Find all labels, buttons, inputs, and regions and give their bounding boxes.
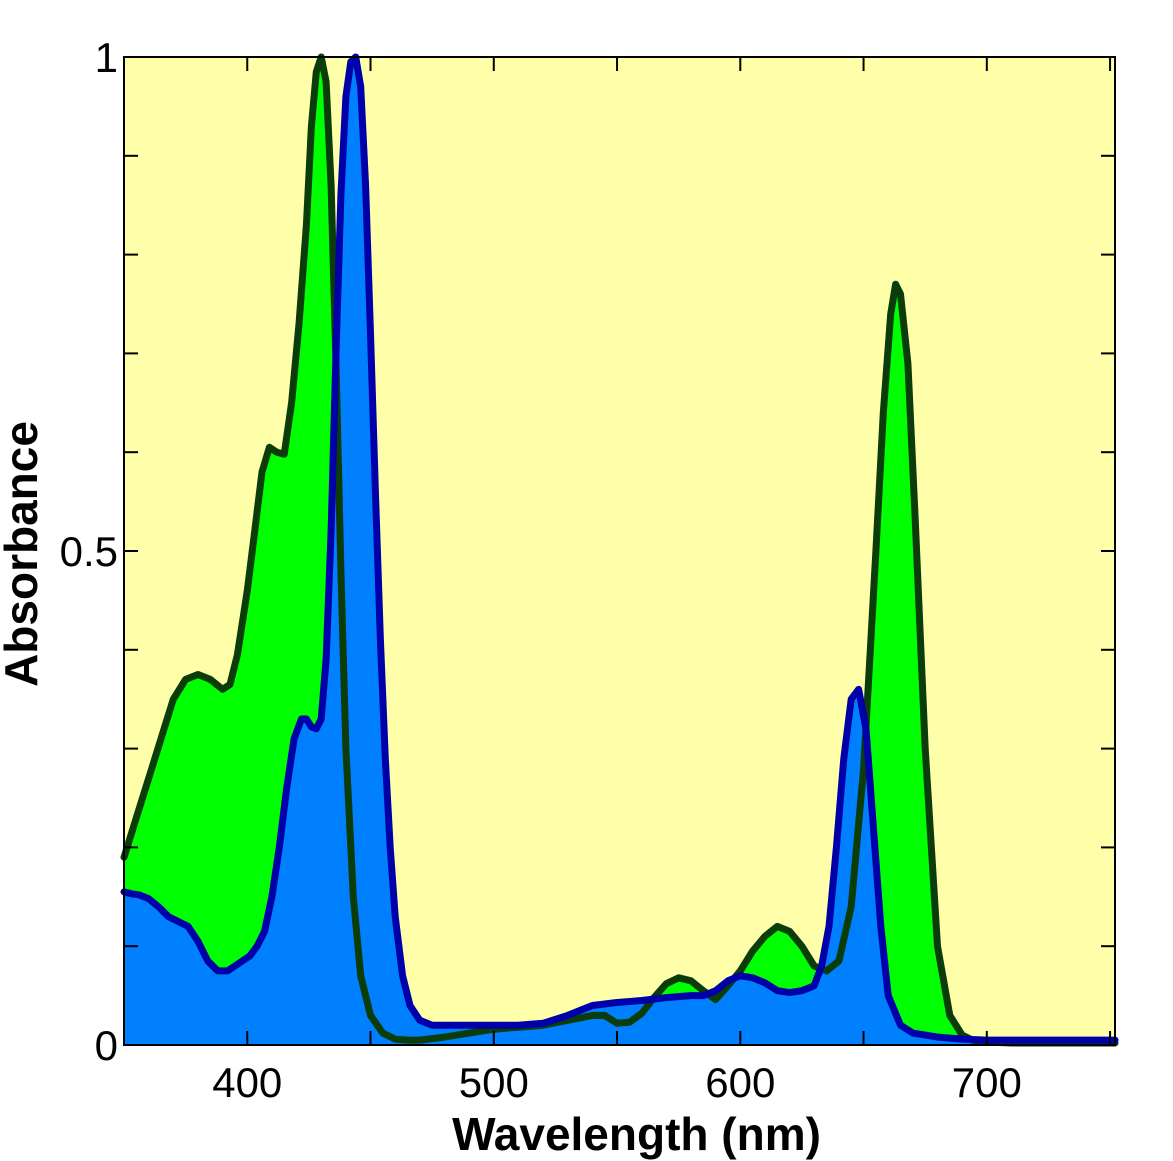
x-tick-label: 400	[212, 1059, 282, 1106]
tick-labels: 400 500 600 700 0 0.5 1	[60, 34, 1022, 1106]
x-tick-label: 600	[705, 1059, 775, 1106]
plot-frame	[123, 56, 1116, 1046]
x-tick-label: 500	[459, 1059, 529, 1106]
green-spectrum-line	[120, 53, 1119, 1047]
blue-spectrum-line	[120, 53, 1119, 1044]
y-axis-title: Absorbance	[0, 421, 47, 687]
y-tick-label: 0.5	[60, 528, 118, 575]
blue-spectrum-fill	[124, 57, 1115, 1045]
x-tick-label: 700	[952, 1059, 1022, 1106]
series-layer	[120, 53, 1119, 1047]
y-tick-label: 0	[95, 1022, 118, 1069]
y-tick-label: 1	[95, 34, 118, 81]
x-axis-title: Wavelength (nm)	[452, 1108, 821, 1160]
